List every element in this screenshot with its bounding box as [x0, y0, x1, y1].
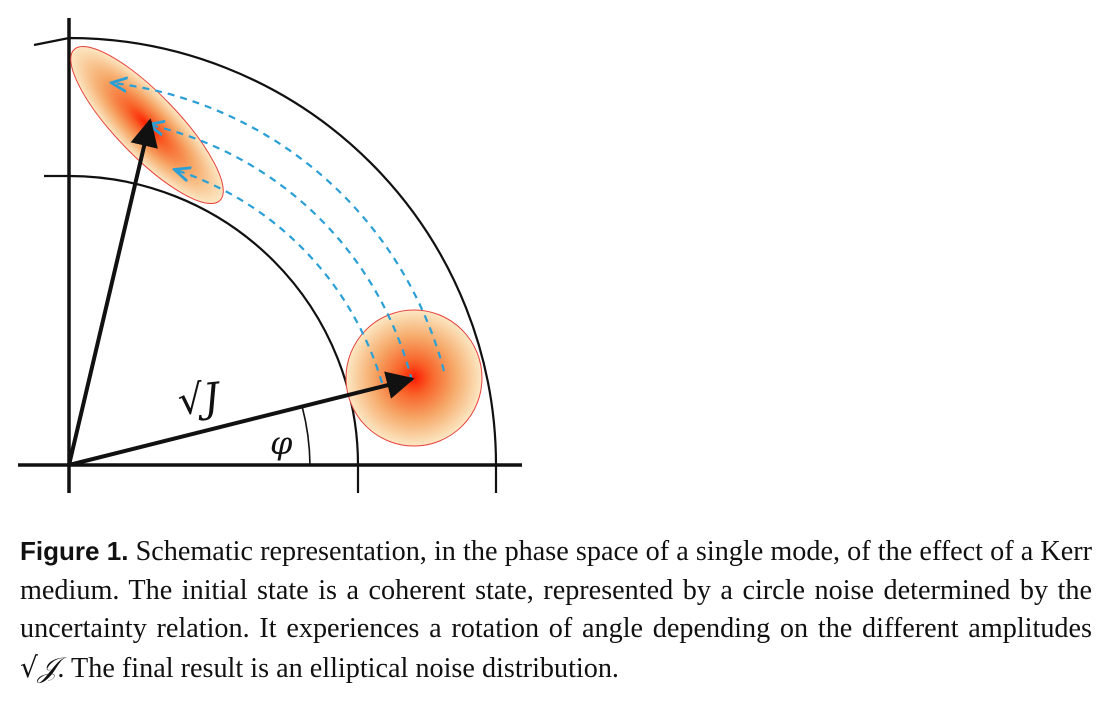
initial-amplitude-vector	[68, 371, 415, 467]
amplitude-label: √J	[176, 374, 224, 424]
rotation-trajectory-outer	[113, 83, 446, 372]
rotation-trajectory-middle	[150, 125, 414, 382]
caption-math-amplitude: √𝒥	[20, 650, 58, 684]
figure-caption: Figure 1. Schematic representation, in t…	[20, 532, 1092, 688]
final-amplitude-vector	[67, 118, 158, 466]
initial-coherent-state-noise	[345, 309, 483, 447]
phase-space-diagram: √J φ	[18, 18, 522, 493]
angle-label: φ	[270, 424, 293, 462]
caption-text-before-math: Schematic representation, in the phase s…	[20, 536, 1093, 644]
angle-arc	[301, 405, 311, 466]
final-elliptical-noise	[70, 45, 224, 205]
inner-amplitude-arc	[44, 174, 360, 493]
rotation-trajectory-inner	[176, 170, 384, 384]
outer-amplitude-arc	[33, 36, 498, 493]
caption-text-after-math: . The final result is an elliptical nois…	[57, 652, 619, 684]
caption-label: Figure 1.	[20, 536, 129, 566]
